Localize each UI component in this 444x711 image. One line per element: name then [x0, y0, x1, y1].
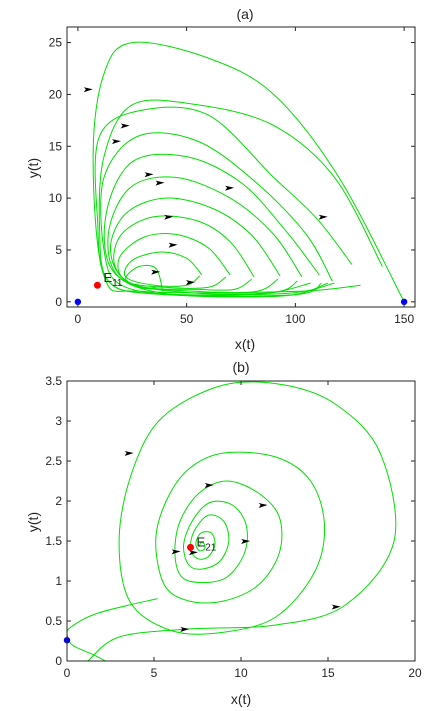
x-tick-label: 5 [151, 666, 158, 680]
direction-arrow-5 [171, 549, 181, 555]
boundary-equilibrium-point [400, 298, 408, 306]
trajectory-10 [123, 251, 203, 287]
y-ticks-b: 0 0.5 1 1.5 2 2.5 3 3.5 [45, 374, 415, 668]
direction-arrow-2 [112, 139, 121, 145]
trajectory-2 [98, 99, 383, 296]
direction-arrow-7 [331, 604, 341, 610]
x-tick-label: 0 [75, 312, 82, 326]
y-tick-label: 0.5 [45, 614, 62, 628]
direction-arrow-11 [318, 214, 328, 220]
direction-arrow-1 [83, 87, 93, 93]
y-ticks-a: 0 5 10 15 20 25 [49, 36, 415, 309]
y-tick-label: 3 [55, 414, 62, 428]
plot-frame-a [66, 26, 416, 308]
direction-arrow-2 [204, 483, 214, 488]
x-tick-label: 15 [321, 666, 335, 680]
y-axis-label-a: y(t) [25, 158, 41, 178]
y-tick-label: 25 [49, 36, 63, 50]
x-ticks-a: 0 50 100 150 [75, 27, 414, 326]
direction-arrow-1 [124, 451, 134, 456]
trajectories-a [92, 41, 405, 303]
x-axis-label-b: x(t) [231, 691, 251, 707]
direction-arrows-b [124, 451, 341, 632]
y-tick-label: 20 [49, 87, 63, 101]
direction-arrow-6 [164, 214, 174, 220]
x-axis-label-a: x(t) [235, 336, 255, 352]
y-tick-label: 5 [55, 243, 62, 257]
y-tick-label: 10 [49, 191, 63, 205]
x-tick-label: 0 [64, 666, 71, 680]
direction-arrow-8 [180, 627, 190, 632]
y-tick-label: 0 [55, 295, 62, 309]
x-tick-label: 50 [180, 312, 194, 326]
panel-label-a: (a) [236, 6, 253, 22]
trajectory-7 [109, 197, 281, 294]
y-tick-label: 1 [55, 574, 62, 588]
boundary-equilibrium-point [74, 298, 82, 306]
direction-arrow-7 [168, 242, 178, 248]
y-tick-label: 2.5 [45, 454, 62, 468]
direction-arrow-8 [151, 269, 161, 275]
interior-equilibrium-point [93, 281, 101, 289]
interior-equilibrium-point [187, 543, 195, 551]
y-tick-label: 1.5 [45, 534, 62, 548]
panel-label-b: (b) [232, 359, 249, 375]
trajectory-8 [113, 215, 255, 291]
x-tick-label: 20 [408, 666, 422, 680]
trajectory-5 [103, 153, 320, 297]
y-axis-label-b: y(t) [25, 512, 41, 532]
x-tick-label: 10 [234, 666, 248, 680]
y-tick-label: 0 [55, 654, 62, 668]
y-tick-label: 15 [49, 139, 63, 153]
direction-arrow-4 [144, 172, 154, 178]
trajectory-6 [107, 176, 303, 295]
x-ticks-b: 0 5 10 15 20 [64, 381, 422, 680]
direction-arrows-a [83, 87, 328, 286]
trajectory-11 [125, 264, 164, 292]
direction-arrow-9 [186, 280, 195, 286]
trajectory-9 [117, 233, 231, 289]
direction-arrow-10 [225, 185, 235, 191]
direction-arrow-5 [155, 180, 165, 186]
y-tick-label: 3.5 [45, 374, 62, 388]
x-tick-label: 100 [285, 312, 305, 326]
direction-arrow-6 [189, 550, 198, 556]
trajectory-4 [100, 132, 333, 298]
x-tick-label: 150 [394, 312, 414, 326]
panel-b: (b) E21 0 5 10 15 20 00.511.522.533.5 x(t) y… [25, 359, 422, 707]
direction-arrow-3 [258, 503, 268, 508]
direction-arrow-3 [120, 123, 130, 129]
y-tick-label: 2 [55, 494, 62, 508]
direction-arrow-4 [241, 539, 251, 544]
